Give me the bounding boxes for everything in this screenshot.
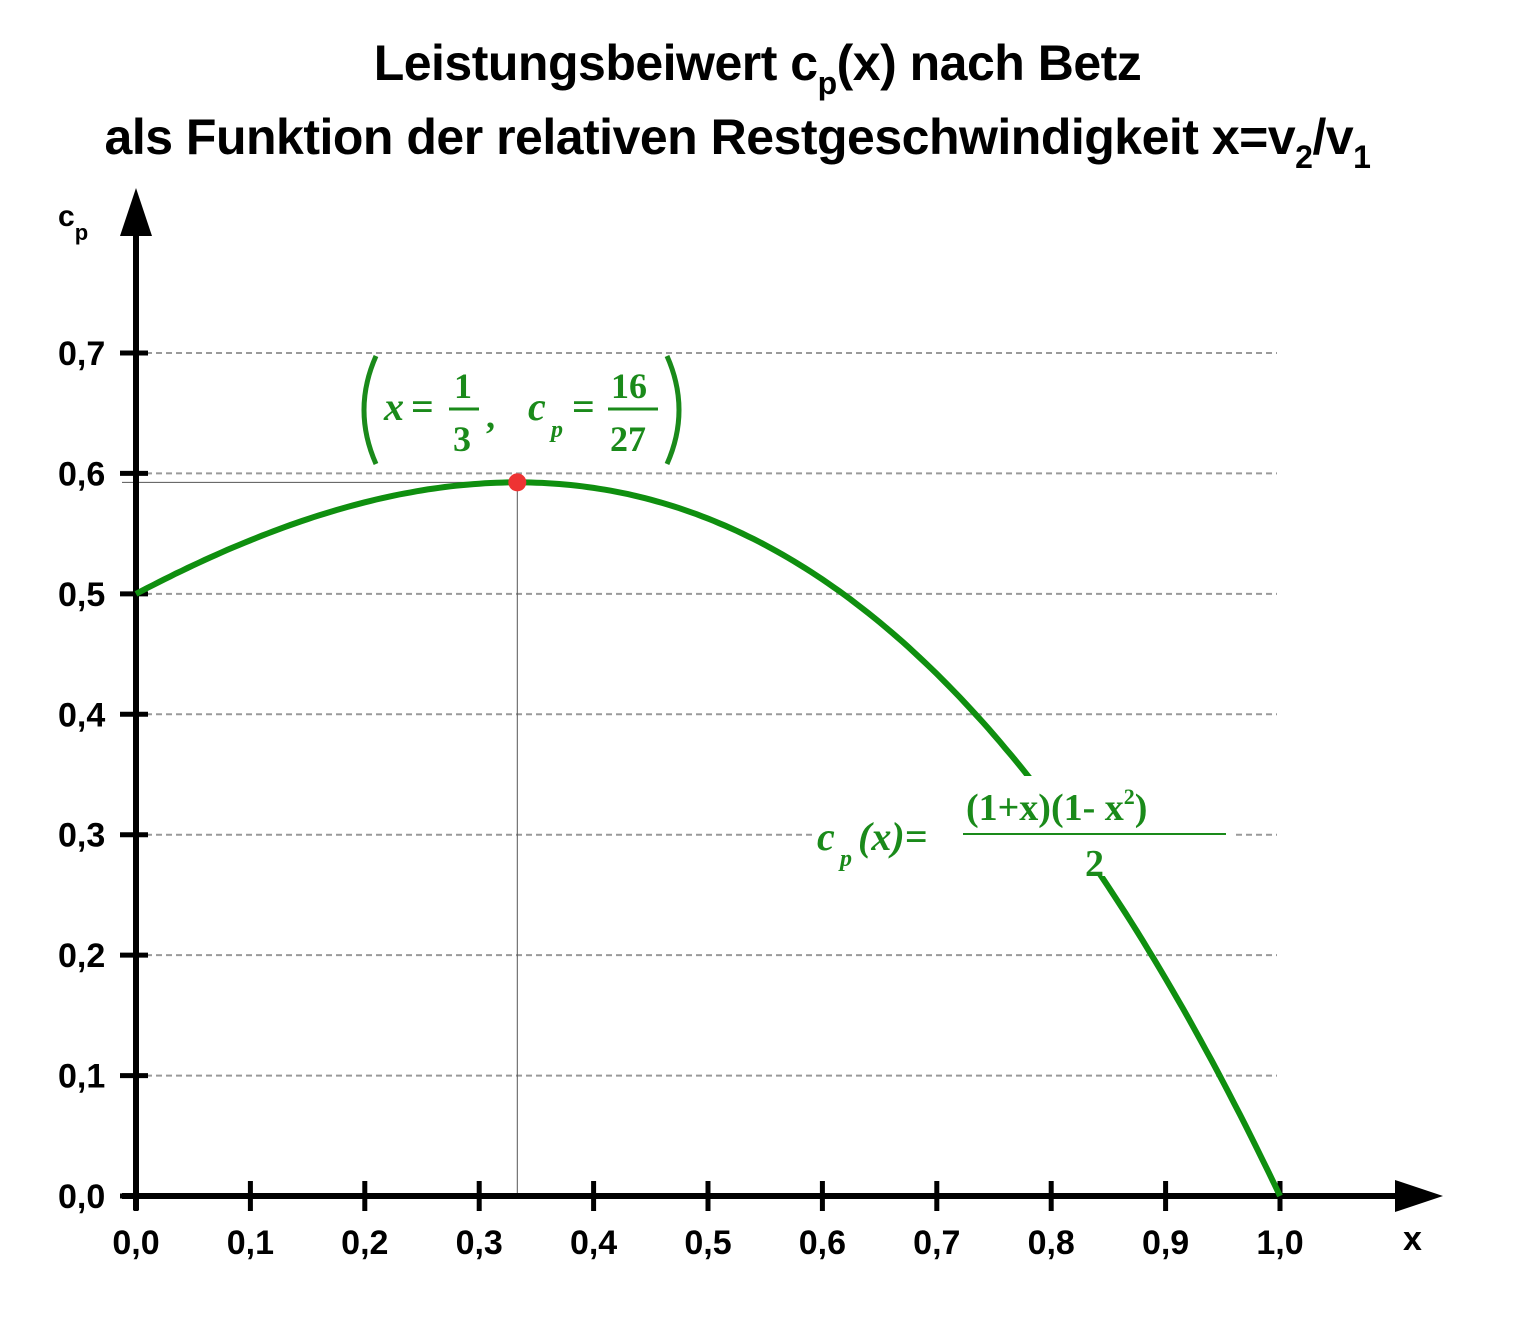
svg-text:p: p: [838, 846, 852, 872]
x-axis-arrow-icon: [1395, 1180, 1443, 1212]
max-point-marker: [508, 473, 527, 492]
svg-text:p: p: [549, 417, 563, 443]
x-tick-label: 0,3: [456, 1224, 503, 1262]
svg-text:=: =: [572, 384, 595, 429]
y-tick-label: 0,4: [58, 696, 105, 734]
x-tick-label: 0,0: [112, 1224, 159, 1262]
y-tick-label: 0,7: [58, 335, 105, 373]
x-tick-label: 0,4: [570, 1224, 617, 1262]
svg-text:=: =: [411, 384, 434, 429]
y-axis-ticks: 0,0 0,1 0,2 0,3 0,4 0,5 0,6 0,7: [58, 335, 148, 1216]
y-tick-label: 0,2: [58, 937, 105, 975]
svg-text:x: x: [383, 384, 404, 429]
x-tick-label: 0,8: [1028, 1224, 1075, 1262]
svg-text:1: 1: [454, 366, 472, 406]
y-tick-label: 0,1: [58, 1058, 105, 1096]
x-axis-label: x: [1403, 1220, 1422, 1258]
x-tick-label: 0,6: [799, 1224, 846, 1262]
x-tick-label: 0,2: [341, 1224, 388, 1262]
x-tick-label: 0,1: [227, 1224, 274, 1262]
chart-title-line2: als Funktion der relativen Restgeschwind…: [104, 109, 1371, 175]
y-tick-label: 0,3: [58, 817, 105, 855]
max-point-annotation: x = 1 3 , c p = 16 27: [361, 354, 682, 466]
svg-text:27: 27: [610, 419, 646, 459]
svg-text:2: 2: [1085, 843, 1104, 885]
y-axis-arrow-icon: [120, 188, 152, 236]
svg-text:c: c: [817, 814, 835, 859]
svg-text:,: ,: [486, 396, 495, 436]
axes: [120, 188, 1443, 1212]
svg-text:(1+x)(1- x2): (1+x)(1- x2): [966, 784, 1147, 829]
y-tick-label: 0,6: [58, 455, 105, 493]
x-axis-ticks: 0,0 0,1 0,2 0,3 0,4 0,5 0,6 0,7 0,8 0,9 1,0: [112, 1181, 1304, 1262]
x-tick-label: 0,9: [1142, 1224, 1189, 1262]
y-tick-label: 0,5: [58, 576, 105, 614]
x-tick-label: 1,0: [1256, 1224, 1303, 1262]
y-axis-label: cp: [58, 200, 88, 245]
svg-text:(x)=: (x)=: [858, 814, 927, 859]
svg-text:16: 16: [611, 366, 647, 406]
chart-title-line1: Leistungsbeiwert cp(x) nach Betz: [373, 35, 1142, 101]
gridlines: [136, 352, 1277, 1077]
formula-annotation: c p (x)= (1+x)(1- x2) 2: [812, 776, 1232, 885]
x-tick-label: 0,5: [684, 1224, 731, 1262]
svg-text:3: 3: [453, 419, 471, 459]
y-tick-label: 0,0: [58, 1178, 105, 1216]
svg-text:c: c: [528, 384, 546, 429]
max-point-guidelines: [122, 481, 518, 1196]
x-tick-label: 0,7: [913, 1224, 960, 1262]
